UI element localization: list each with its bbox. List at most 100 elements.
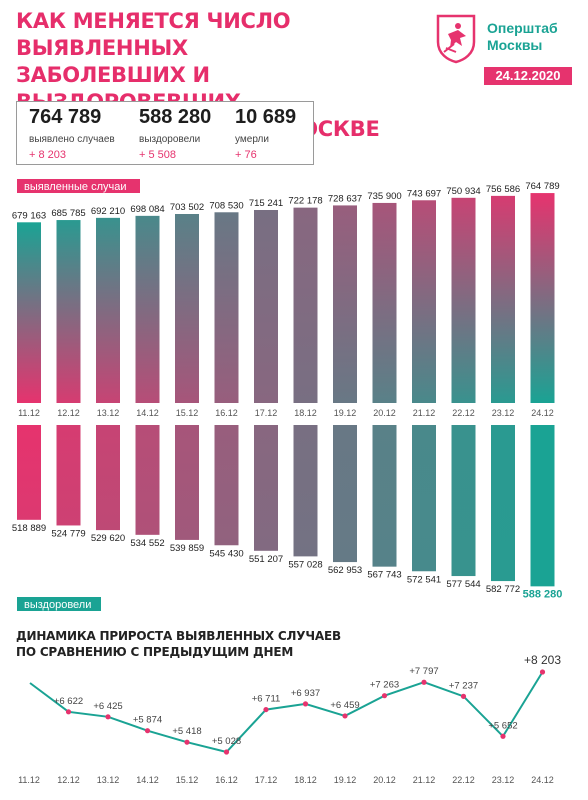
stat-deaths-delta: + 76 bbox=[235, 149, 257, 161]
dynamics-chart-title: ДИНАМИКА ПРИРОСТА ВЫЯВЛЕННЫХ СЛУЧАЕВ ПО … bbox=[16, 628, 341, 660]
moscow-coat-of-arms-icon bbox=[436, 14, 476, 64]
line-point-value-label: +7 797 bbox=[409, 666, 438, 677]
bar-detected bbox=[214, 212, 239, 403]
bar-detected bbox=[372, 202, 397, 403]
x-tick-label-top: 14.12 bbox=[136, 408, 159, 418]
bar-recovered bbox=[293, 425, 318, 557]
bar-detected-value-label: 722 178 bbox=[288, 196, 322, 207]
x-tick-label-top: 11.12 bbox=[18, 408, 40, 418]
bar-recovered-value-label: 567 743 bbox=[367, 570, 401, 581]
bar-detected bbox=[530, 193, 555, 403]
line-point bbox=[144, 728, 151, 734]
line-point-value-label: +5 028 bbox=[212, 736, 241, 747]
line-point-value-label: +6 425 bbox=[93, 701, 122, 712]
bar-detected-value-label: 743 697 bbox=[407, 188, 441, 199]
x-tick-label-top: 16.12 bbox=[215, 408, 238, 418]
x-tick-label-line: 12.12 bbox=[57, 775, 80, 785]
x-tick-label-top: 21.12 bbox=[413, 408, 436, 418]
bar-recovered bbox=[372, 425, 397, 567]
bar-detected bbox=[412, 200, 436, 403]
line-point bbox=[381, 693, 388, 699]
stat-recovered-label: выздоровели bbox=[139, 134, 201, 145]
bar-detected-value-label: 698 084 bbox=[130, 204, 164, 215]
x-tick-label-line: 23.12 bbox=[492, 775, 515, 785]
bar-detected-value-label: 728 637 bbox=[328, 193, 362, 204]
bar-recovered bbox=[333, 425, 357, 563]
x-tick-label-top: 19.12 bbox=[334, 408, 357, 418]
series-label-recovered: выздоровели bbox=[24, 599, 91, 611]
x-tick-label-line: 17.12 bbox=[255, 775, 278, 785]
line-series-increase bbox=[29, 671, 544, 754]
bar-detected bbox=[135, 215, 160, 403]
dynamics-title-line-1: ДИНАМИКА ПРИРОСТА ВЫЯВЛЕННЫХ СЛУЧАЕВ bbox=[16, 629, 341, 643]
bar-detected bbox=[96, 217, 120, 403]
x-tick-label-line: 21.12 bbox=[413, 775, 436, 785]
bar-detected bbox=[175, 213, 199, 403]
title-line-1: КАК МЕНЯЕТСЯ ЧИСЛО ВЫЯВЛЕННЫХ bbox=[16, 9, 291, 60]
bar-detected bbox=[333, 205, 357, 403]
line-point-value-label: +7 237 bbox=[449, 680, 478, 691]
x-tick-label-top: 22.12 bbox=[452, 408, 475, 418]
series-label-recovered-bg bbox=[17, 597, 101, 611]
brand-line-1: Оперштаб bbox=[487, 20, 558, 36]
x-tick-label-top: 12.12 bbox=[57, 408, 80, 418]
line-point bbox=[421, 679, 427, 685]
x-tick-label-top: 17.12 bbox=[255, 408, 278, 418]
stat-deaths-label: умерли bbox=[235, 134, 269, 145]
bar-detected-value-label: 715 241 bbox=[249, 198, 283, 209]
line-point-value-label: +5 652 bbox=[488, 720, 517, 731]
bar-detected-value-label: 735 900 bbox=[367, 191, 401, 202]
bar-recovered-value-label: 562 953 bbox=[328, 565, 362, 576]
x-tick-label-top: 23.12 bbox=[492, 408, 515, 418]
bar-detected bbox=[56, 220, 81, 403]
bar-detected-value-label: 692 210 bbox=[91, 206, 125, 217]
bar-recovered-value-label: 551 207 bbox=[249, 554, 283, 565]
bar-recovered-value-label: 582 772 bbox=[486, 584, 520, 595]
stat-detected: 764 789 выявлено случаев + 8 203 bbox=[29, 104, 115, 162]
x-tick-label-line: 20.12 bbox=[373, 775, 396, 785]
stats-box: 764 789 выявлено случаев + 8 203 588 280… bbox=[16, 101, 314, 165]
line-point bbox=[184, 739, 190, 745]
line-point-value-label: +6 622 bbox=[54, 696, 83, 707]
x-tick-label-line: 18.12 bbox=[294, 775, 317, 785]
stat-deaths-value: 10 689 bbox=[235, 106, 297, 128]
bar-recovered-value-label: 572 541 bbox=[407, 574, 441, 585]
line-point bbox=[460, 693, 467, 699]
bar-recovered-value-label: 518 889 bbox=[12, 523, 46, 534]
x-tick-label-top: 13.12 bbox=[97, 408, 120, 418]
bar-recovered bbox=[17, 425, 41, 520]
bar-recovered bbox=[491, 425, 515, 582]
bar-recovered-value-label: 588 280 bbox=[523, 588, 563, 600]
bar-recovered bbox=[530, 425, 555, 587]
line-point bbox=[263, 706, 269, 713]
line-point-value-label: +8 203 bbox=[524, 653, 561, 667]
line-point bbox=[302, 701, 309, 707]
line-point bbox=[223, 749, 230, 755]
date-badge: 24.12.2020 bbox=[484, 67, 572, 85]
line-point bbox=[500, 733, 506, 739]
line-point-value-label: +7 263 bbox=[370, 680, 399, 691]
bar-detected-value-label: 679 163 bbox=[12, 210, 46, 221]
bar-detected-value-label: 708 530 bbox=[209, 200, 243, 211]
bar-recovered bbox=[451, 425, 476, 577]
line-point bbox=[342, 713, 348, 719]
brand-name: Оперштаб Москвы bbox=[487, 20, 558, 54]
dynamics-title-line-2: ПО СРАВНЕНИЮ С ПРЕДЫДУЩИМ ДНЕМ bbox=[16, 645, 294, 659]
x-tick-label-line: 22.12 bbox=[452, 775, 475, 785]
bar-detected-value-label: 756 586 bbox=[486, 184, 520, 195]
line-point bbox=[105, 714, 111, 720]
bar-recovered-value-label: 529 620 bbox=[91, 533, 125, 544]
stat-recovered-value: 588 280 bbox=[139, 106, 212, 128]
series-label-detected: выявленные случаи bbox=[24, 181, 126, 193]
bar-detected bbox=[254, 209, 278, 403]
bar-recovered bbox=[175, 425, 199, 540]
bar-detected-value-label: 703 502 bbox=[170, 202, 204, 213]
brand-line-2: Москвы bbox=[487, 37, 543, 53]
bar-recovered bbox=[56, 425, 81, 526]
x-tick-label-line: 24.12 bbox=[531, 775, 554, 785]
stat-recovered: 588 280 выздоровели + 5 508 bbox=[139, 104, 211, 162]
bar-recovered bbox=[214, 425, 239, 546]
x-tick-label-line: 16.12 bbox=[215, 775, 238, 785]
stat-detected-label: выявлено случаев bbox=[29, 134, 115, 145]
